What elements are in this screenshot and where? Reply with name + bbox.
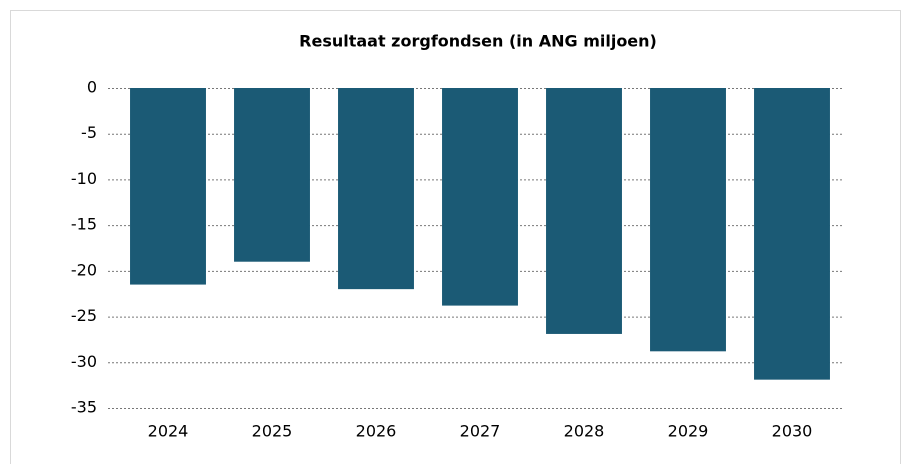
bar [754,88,830,380]
y-tick-label: -25 [71,306,97,325]
y-tick-label: -10 [71,169,97,188]
x-tick-label: 2025 [252,422,293,441]
y-tick-label: 0 [87,78,97,97]
bar [234,88,310,262]
bar [442,88,518,306]
chart-title: Resultaat zorgfondsen (in ANG miljoen) [299,32,657,51]
x-tick-label: 2026 [356,422,397,441]
x-tick-label: 2027 [460,422,501,441]
x-tick-label: 2029 [668,422,709,441]
bar [130,88,206,285]
bar [650,88,726,352]
x-tick-label: 2028 [564,422,605,441]
x-tick-label: 2024 [148,422,189,441]
y-tick-label: -30 [71,352,97,371]
y-tick-label: -15 [71,215,97,234]
bar [338,88,414,290]
bar [546,88,622,334]
y-tick-label: -20 [71,260,97,279]
y-tick-label: -5 [81,123,97,142]
y-tick-label: -35 [71,398,97,417]
x-tick-label: 2030 [772,422,813,441]
